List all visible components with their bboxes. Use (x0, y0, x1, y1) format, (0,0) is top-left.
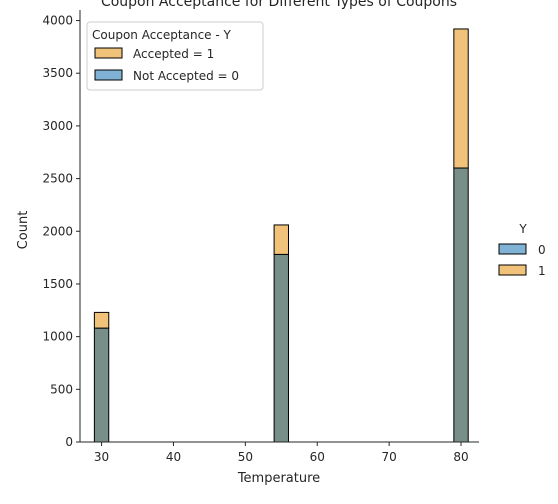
legend-label-accepted: Accepted = 1 (133, 47, 214, 61)
outer-legend-label-0: 0 (538, 243, 546, 257)
bar-not-accepted (273, 253, 289, 443)
y-ticks: 0 500 1000 1500 2000 2500 3000 3500 4000 (42, 14, 80, 449)
x-tick-label: 80 (453, 450, 468, 464)
x-tick-label: 60 (310, 450, 325, 464)
x-axis-label: Temperature (237, 471, 320, 486)
y-tick-label: 1000 (42, 330, 73, 344)
y-tick-label: 4000 (42, 14, 73, 28)
inner-legend: Coupon Acceptance - Y Accepted = 1 Not A… (86, 21, 264, 91)
y-tick-label: 3000 (42, 119, 73, 133)
x-tick-label: 30 (94, 450, 109, 464)
outer-legend-swatch-0 (498, 243, 527, 255)
outer-legend-title: Y (518, 222, 527, 236)
bar-not-accepted (93, 327, 110, 443)
y-tick-label: 3500 (42, 66, 73, 80)
y-tick-label: 500 (50, 382, 73, 396)
inner-legend-frame (86, 21, 264, 91)
bar-not-accepted (453, 167, 469, 443)
bar-accepted (453, 28, 469, 169)
bar-accepted (93, 311, 110, 329)
bars-layer (93, 28, 469, 443)
outer-legend-swatch-1 (498, 264, 527, 276)
legend-label-not-accepted: Not Accepted = 0 (133, 69, 239, 83)
legend-swatch-not-accepted (94, 69, 123, 81)
legend-swatch-accepted (94, 47, 123, 59)
y-tick-label: 0 (65, 435, 73, 449)
y-tick-label: 1500 (42, 277, 73, 291)
outer-legend: Y 0 1 (498, 222, 546, 278)
chart-title: Coupon Acceptance for Different Types of… (101, 0, 457, 10)
bar-accepted (273, 224, 289, 255)
y-axis-label: Count (16, 211, 31, 250)
outer-legend-label-1: 1 (538, 264, 546, 278)
x-tick-label: 40 (166, 450, 181, 464)
y-tick-label: 2000 (42, 224, 73, 238)
x-tick-label: 70 (381, 450, 396, 464)
y-tick-label: 2500 (42, 172, 73, 186)
x-tick-label: 50 (238, 450, 253, 464)
x-ticks: 30 40 50 60 70 80 (94, 442, 469, 464)
inner-legend-title: Coupon Acceptance - Y (92, 28, 232, 42)
